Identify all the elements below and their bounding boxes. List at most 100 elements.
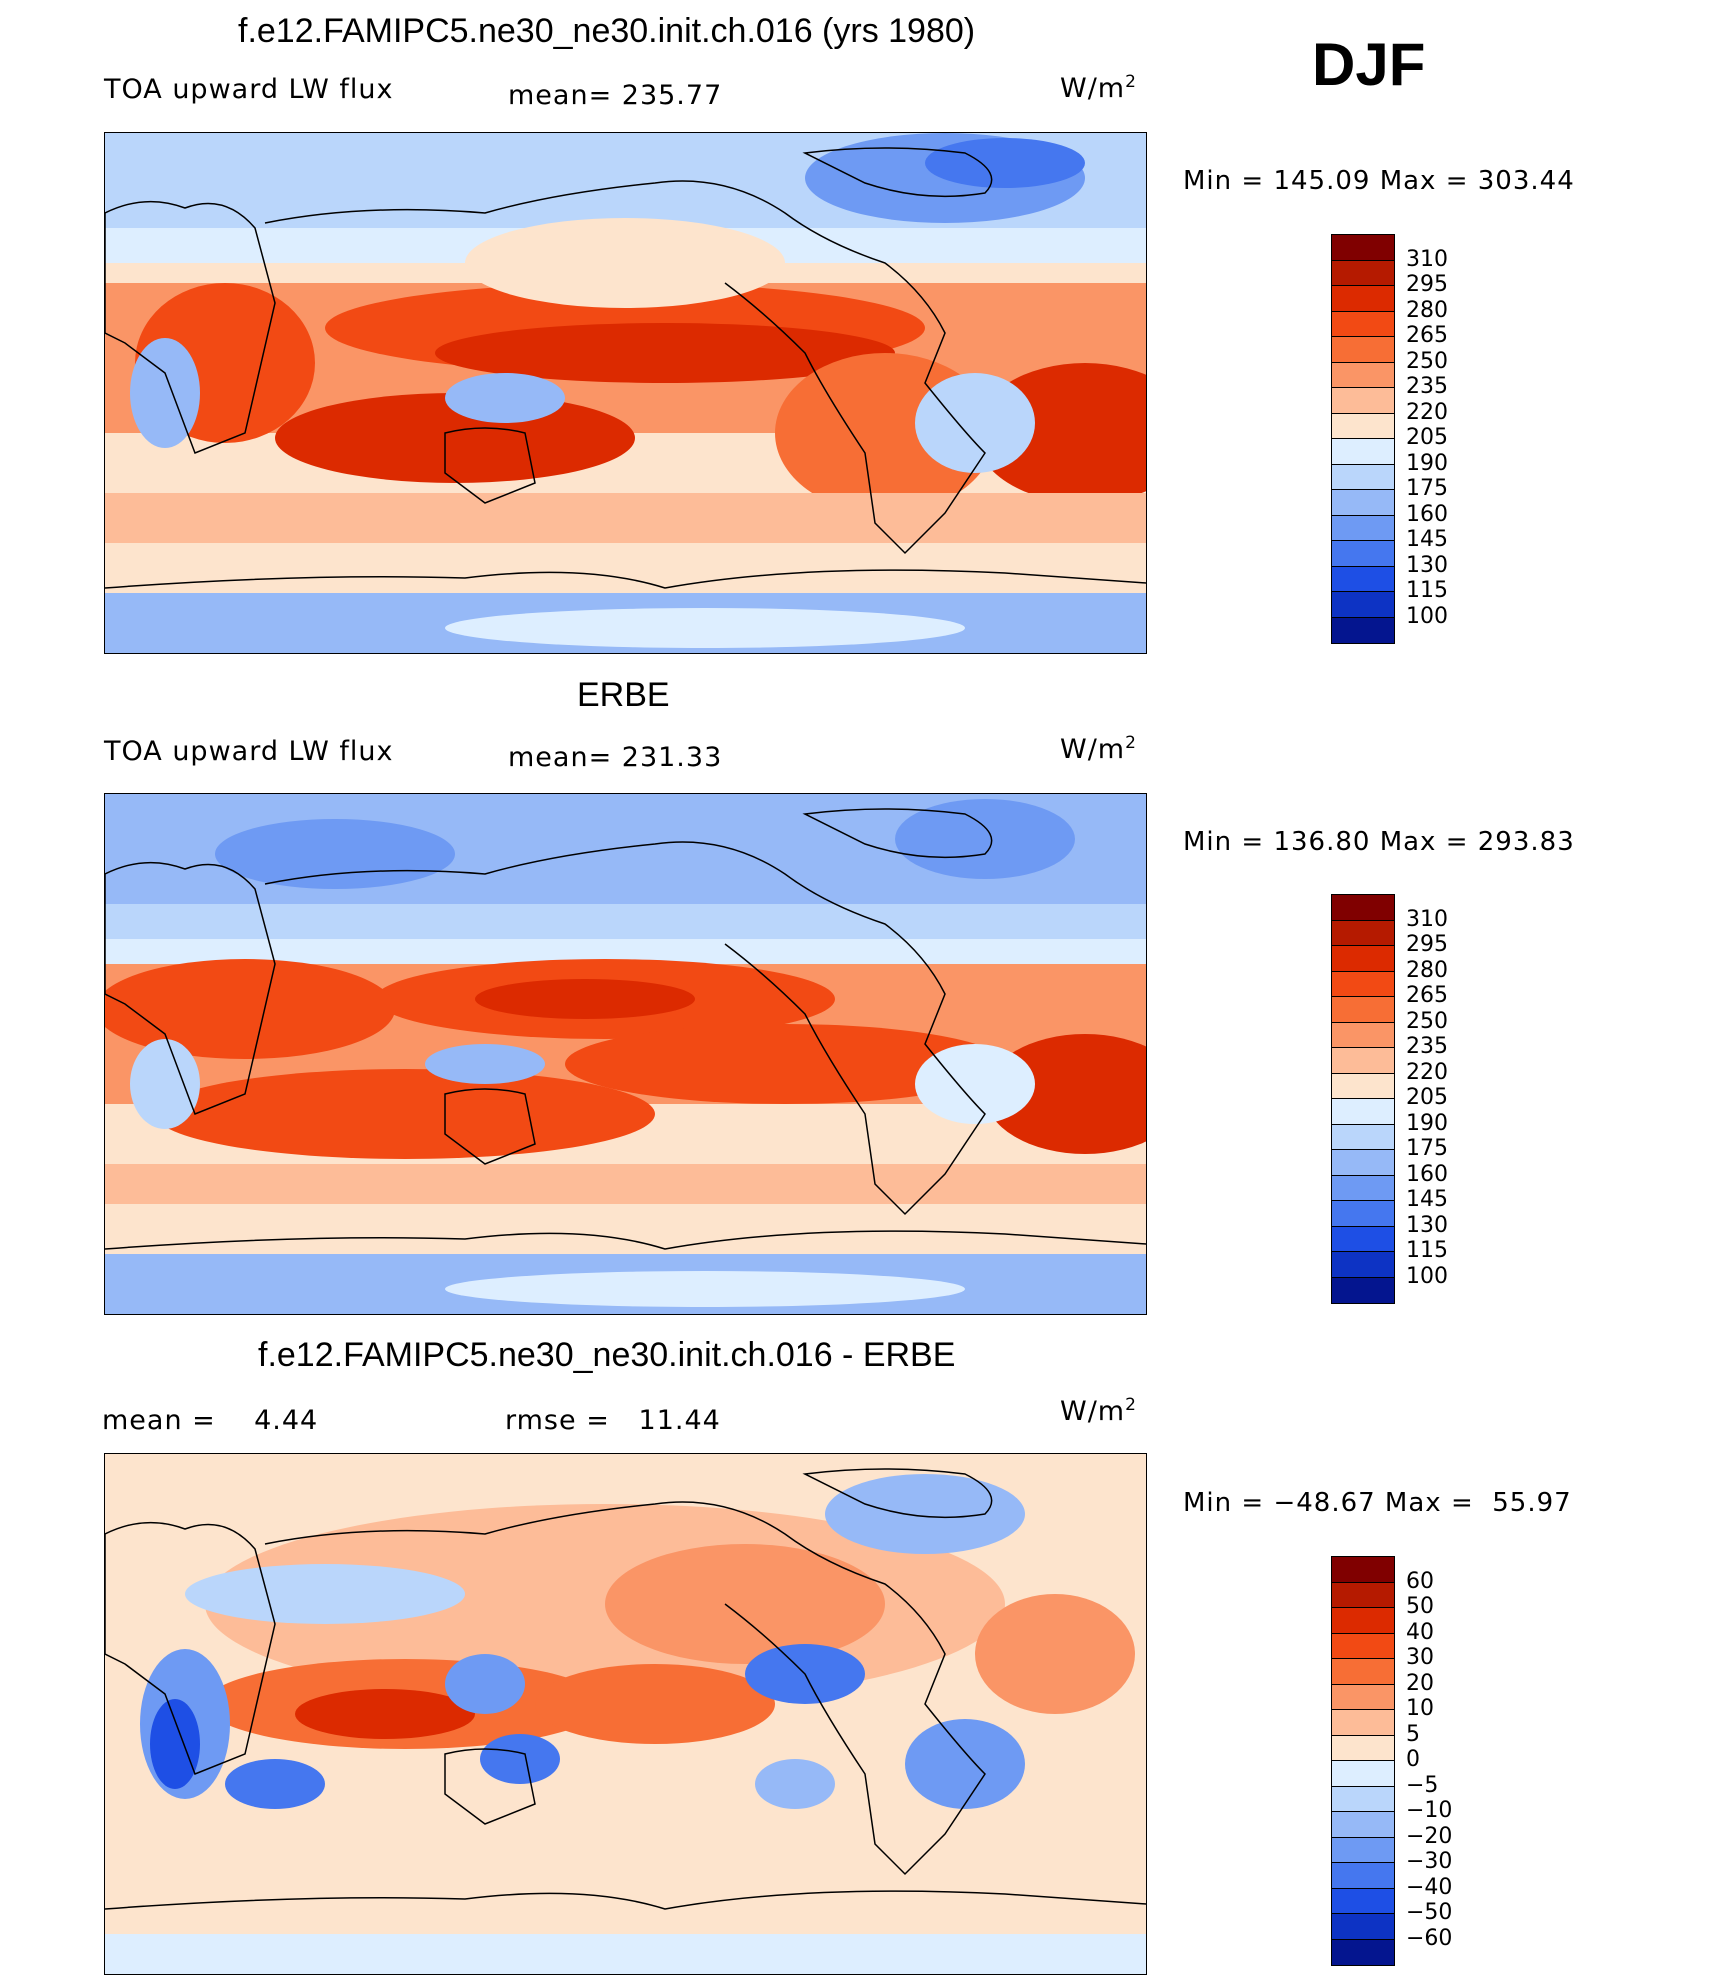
colorbar-segment	[1332, 1888, 1394, 1914]
colorbar-segment	[1332, 1914, 1394, 1940]
colorbar-segment	[1332, 1022, 1394, 1048]
panel3-map-svg	[105, 1454, 1146, 1974]
colorbar-tick-label: 10	[1406, 1696, 1434, 1721]
colorbar-segment	[1332, 566, 1394, 592]
panel3-units: W/m2	[1060, 1395, 1137, 1427]
colorbar-tick-label: 310	[1406, 246, 1448, 272]
colorbar-tick-label: 280	[1406, 957, 1448, 983]
colorbar-segment	[1332, 1124, 1394, 1150]
colorbar-segment	[1332, 1659, 1394, 1685]
colorbar-tick-label: 160	[1406, 1161, 1448, 1187]
panel3-mean: mean = 4.44	[102, 1405, 319, 1436]
panel2-units: W/m2	[1060, 733, 1137, 765]
colorbar-tick-label: −30	[1406, 1849, 1453, 1874]
panel2-variable: TOA upward LW flux	[104, 736, 394, 767]
colorbar-tick-label: 295	[1406, 932, 1448, 957]
colorbar-tick-label: 205	[1406, 1085, 1448, 1110]
colorbar-segment	[1332, 1048, 1394, 1074]
colorbar-tick-label: 205	[1406, 425, 1448, 450]
colorbar-segment	[1332, 515, 1394, 541]
colorbar-segment	[1332, 1633, 1394, 1659]
colorbar-tick-label: −5	[1406, 1772, 1439, 1798]
colorbar-tick-label: 30	[1406, 1645, 1434, 1670]
colorbar-segment	[1332, 464, 1394, 490]
colorbar-segment	[1332, 1812, 1394, 1838]
colorbar-segment	[1332, 1837, 1394, 1863]
colorbar-segment	[1332, 1608, 1394, 1634]
colorbar-tick-label: 0	[1406, 1747, 1420, 1772]
colorbar-segment	[1332, 1201, 1394, 1227]
colorbar-segment	[1332, 1150, 1394, 1176]
colorbar-tick-label: 130	[1406, 1212, 1448, 1238]
colorbar-segment	[1332, 1786, 1394, 1812]
colorbar-segment	[1332, 286, 1394, 312]
panel2-minmax: Min = 136.80 Max = 293.83	[1183, 827, 1575, 857]
colorbar-segment	[1332, 1939, 1394, 1965]
colorbar-tick-label: −50	[1406, 1900, 1453, 1925]
colorbar-tick-label: 5	[1406, 1721, 1420, 1747]
colorbar-tick-label: 100	[1406, 1263, 1448, 1289]
colorbar-segment	[1332, 946, 1394, 972]
units-text: W/m	[1060, 73, 1126, 104]
colorbar-segment	[1332, 337, 1394, 363]
panel3-colorbar	[1331, 1556, 1395, 1966]
units-superscript: 2	[1125, 733, 1137, 753]
panel1-map	[104, 132, 1147, 654]
colorbar-tick-label: 100	[1406, 603, 1448, 629]
colorbar-segment	[1332, 311, 1394, 337]
colorbar-segment	[1332, 592, 1394, 618]
colorbar-tick-label: 310	[1406, 906, 1448, 932]
colorbar-tick-label: 250	[1406, 1008, 1448, 1034]
panel1-map-svg	[105, 133, 1146, 653]
colorbar-tick-label: 220	[1406, 1059, 1448, 1085]
colorbar-segment	[1332, 1226, 1394, 1252]
colorbar-tick-label: −60	[1406, 1925, 1453, 1951]
panel2-mean: mean= 231.33	[508, 742, 723, 773]
panel1-colorbar	[1331, 234, 1395, 644]
colorbar-segment	[1332, 617, 1394, 643]
panel1-title: f.e12.FAMIPC5.ne30_ne30.init.ch.016 (yrs…	[238, 12, 976, 50]
colorbar-segment	[1332, 1252, 1394, 1278]
panel2-map-svg	[105, 794, 1146, 1314]
colorbar-segment	[1332, 235, 1394, 261]
colorbar-tick-label: 50	[1406, 1594, 1434, 1619]
panel1-mean: mean= 235.77	[508, 80, 723, 111]
colorbar-tick-label: −10	[1406, 1798, 1453, 1823]
colorbar-tick-label: 235	[1406, 374, 1448, 399]
colorbar-tick-label: −40	[1406, 1874, 1453, 1900]
colorbar-segment	[1332, 260, 1394, 286]
colorbar-segment	[1332, 541, 1394, 567]
panel2-map	[104, 793, 1147, 1315]
colorbar-segment	[1332, 490, 1394, 516]
colorbar-segment	[1332, 1761, 1394, 1787]
colorbar-segment	[1332, 1582, 1394, 1608]
colorbar-segment	[1332, 971, 1394, 997]
colorbar-tick-label: 130	[1406, 552, 1448, 578]
colorbar-tick-label: 145	[1406, 1187, 1448, 1212]
colorbar-tick-label: 115	[1406, 1238, 1448, 1263]
colorbar-tick-label: 175	[1406, 476, 1448, 501]
panel1-units: W/m2	[1060, 72, 1137, 104]
colorbar-segment	[1332, 1099, 1394, 1125]
units-superscript: 2	[1125, 1395, 1137, 1415]
panel1-variable: TOA upward LW flux	[104, 74, 394, 105]
colorbar-segment	[1332, 1735, 1394, 1761]
units-superscript: 2	[1125, 72, 1137, 92]
colorbar-tick-label: −20	[1406, 1823, 1453, 1849]
colorbar-segment	[1332, 413, 1394, 439]
colorbar-segment	[1332, 362, 1394, 388]
colorbar-segment	[1332, 1684, 1394, 1710]
colorbar-segment	[1332, 1175, 1394, 1201]
colorbar-tick-label: 175	[1406, 1136, 1448, 1161]
panel3-rmse: rmse = 11.44	[505, 1405, 721, 1436]
colorbar-segment	[1332, 388, 1394, 414]
colorbar-tick-label: 250	[1406, 348, 1448, 374]
colorbar-tick-label: 190	[1406, 450, 1448, 476]
colorbar-tick-label: 160	[1406, 501, 1448, 527]
colorbar-tick-label: 60	[1406, 1568, 1434, 1594]
panel2-colorbar	[1331, 894, 1395, 1304]
units-text: W/m	[1060, 734, 1126, 765]
panel3-minmax: Min = −48.67 Max = 55.97	[1183, 1488, 1572, 1518]
panel1-minmax: Min = 145.09 Max = 303.44	[1183, 166, 1575, 196]
colorbar-tick-label: 40	[1406, 1619, 1434, 1645]
